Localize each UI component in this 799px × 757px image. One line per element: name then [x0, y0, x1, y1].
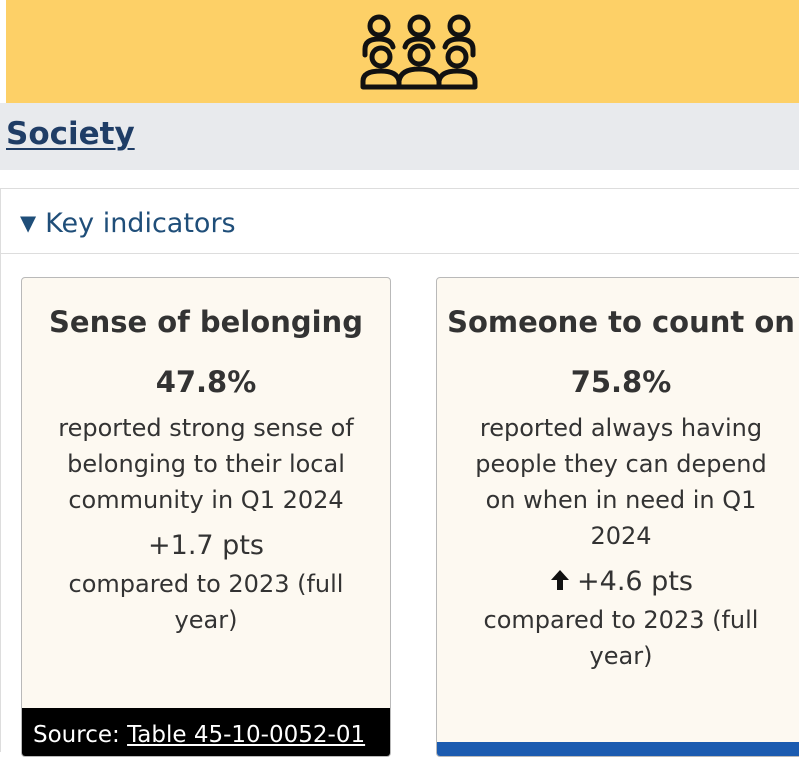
card-footer-bar — [437, 742, 799, 756]
triangle-down-icon: ▼ — [20, 210, 37, 235]
source-prefix: Source: — [33, 722, 128, 748]
society-banner — [6, 0, 799, 103]
card-change-row: +4.6 pts — [437, 562, 799, 602]
card-source: Source: Table 45-10-0052-01 — [22, 708, 390, 756]
card-comparison: compared to 2023 (full year) — [483, 606, 759, 670]
section-title-bar — [0, 103, 799, 170]
card-change: +1.7 pts — [148, 530, 264, 561]
card-comparison: compared to 2023 (full year) — [68, 570, 344, 634]
group-of-people-icon — [360, 14, 478, 90]
key-indicators-toggle[interactable]: ▼ Key indicators — [20, 205, 236, 241]
source-table-link[interactable]: Table 45-10-0052-01 — [127, 722, 366, 748]
card-value: 47.8% — [155, 365, 257, 399]
card-title: Someone to count on — [447, 305, 795, 339]
card-description: reported always having people they can d… — [475, 414, 767, 550]
key-indicators-label: Key indicators — [45, 207, 236, 239]
card-value: 75.8% — [570, 365, 672, 399]
card-description: reported strong sense of belonging to th… — [58, 414, 354, 514]
indicator-card-someone-to-count-on: Someone to count on 75.8% reported alway… — [436, 277, 799, 757]
divider — [0, 253, 799, 254]
arrow-up-icon — [551, 570, 570, 590]
indicator-card-sense-of-belonging: Sense of belonging 47.8% reported strong… — [21, 277, 391, 757]
society-link[interactable]: Society — [6, 116, 135, 152]
card-change: +4.6 pts — [577, 566, 693, 597]
card-title: Sense of belonging — [49, 305, 363, 339]
